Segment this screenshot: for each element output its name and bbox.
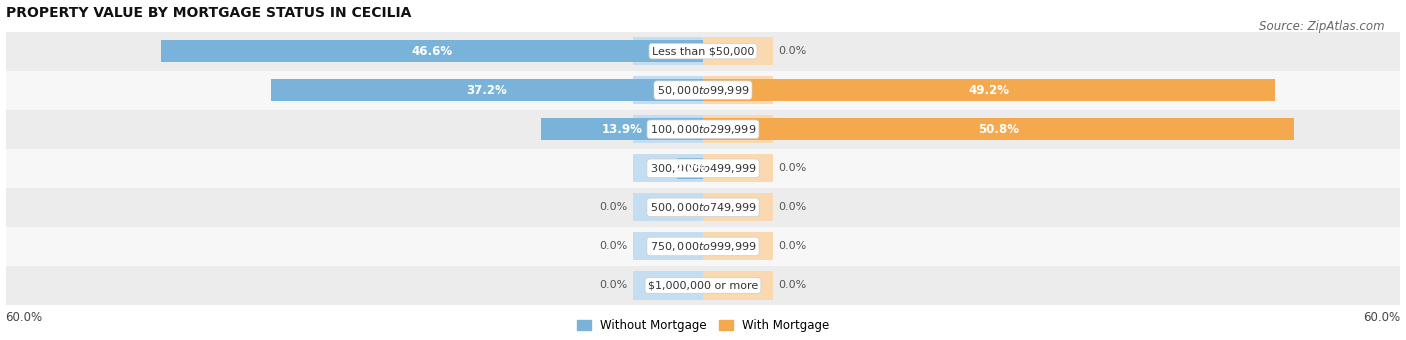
Text: 49.2%: 49.2% <box>969 84 1010 97</box>
Bar <box>633 37 703 65</box>
Bar <box>703 271 773 300</box>
Bar <box>703 119 1294 140</box>
Text: 0.0%: 0.0% <box>779 280 807 290</box>
Text: 0.0%: 0.0% <box>779 202 807 212</box>
Text: 2.2%: 2.2% <box>673 162 707 175</box>
Bar <box>541 119 703 140</box>
Text: $750,000 to $999,999: $750,000 to $999,999 <box>650 240 756 253</box>
Text: 37.2%: 37.2% <box>467 84 508 97</box>
Text: Source: ZipAtlas.com: Source: ZipAtlas.com <box>1260 20 1385 33</box>
Legend: Without Mortgage, With Mortgage: Without Mortgage, With Mortgage <box>572 314 834 337</box>
Bar <box>703 37 773 65</box>
Bar <box>678 157 703 179</box>
Bar <box>703 76 773 104</box>
Text: Less than $50,000: Less than $50,000 <box>652 46 754 56</box>
Bar <box>703 193 773 221</box>
Bar <box>703 115 773 143</box>
Bar <box>633 115 703 143</box>
Text: 46.6%: 46.6% <box>412 45 453 57</box>
Bar <box>703 154 773 182</box>
Bar <box>633 232 703 260</box>
Text: $1,000,000 or more: $1,000,000 or more <box>648 280 758 290</box>
Bar <box>703 80 1275 101</box>
Bar <box>633 76 703 104</box>
Bar <box>6 71 1400 110</box>
Text: 0.0%: 0.0% <box>599 241 627 251</box>
Text: 0.0%: 0.0% <box>779 163 807 173</box>
Bar <box>633 193 703 221</box>
Text: 0.0%: 0.0% <box>779 241 807 251</box>
Text: 13.9%: 13.9% <box>602 123 643 136</box>
Text: 0.0%: 0.0% <box>779 46 807 56</box>
Bar <box>162 40 703 62</box>
Text: 60.0%: 60.0% <box>6 311 42 324</box>
Text: $300,000 to $499,999: $300,000 to $499,999 <box>650 162 756 175</box>
Text: $500,000 to $749,999: $500,000 to $749,999 <box>650 201 756 214</box>
Bar <box>633 271 703 300</box>
Bar <box>6 110 1400 149</box>
Bar <box>270 80 703 101</box>
Text: 0.0%: 0.0% <box>599 202 627 212</box>
Text: $50,000 to $99,999: $50,000 to $99,999 <box>657 84 749 97</box>
Bar <box>633 154 703 182</box>
Bar <box>6 149 1400 188</box>
Bar <box>6 227 1400 266</box>
Bar <box>703 232 773 260</box>
Bar <box>6 32 1400 71</box>
Bar <box>6 266 1400 305</box>
Text: 50.8%: 50.8% <box>977 123 1019 136</box>
Bar <box>6 188 1400 227</box>
Text: 0.0%: 0.0% <box>599 280 627 290</box>
Text: $100,000 to $299,999: $100,000 to $299,999 <box>650 123 756 136</box>
Text: PROPERTY VALUE BY MORTGAGE STATUS IN CECILIA: PROPERTY VALUE BY MORTGAGE STATUS IN CEC… <box>6 5 411 20</box>
Text: 60.0%: 60.0% <box>1364 311 1400 324</box>
